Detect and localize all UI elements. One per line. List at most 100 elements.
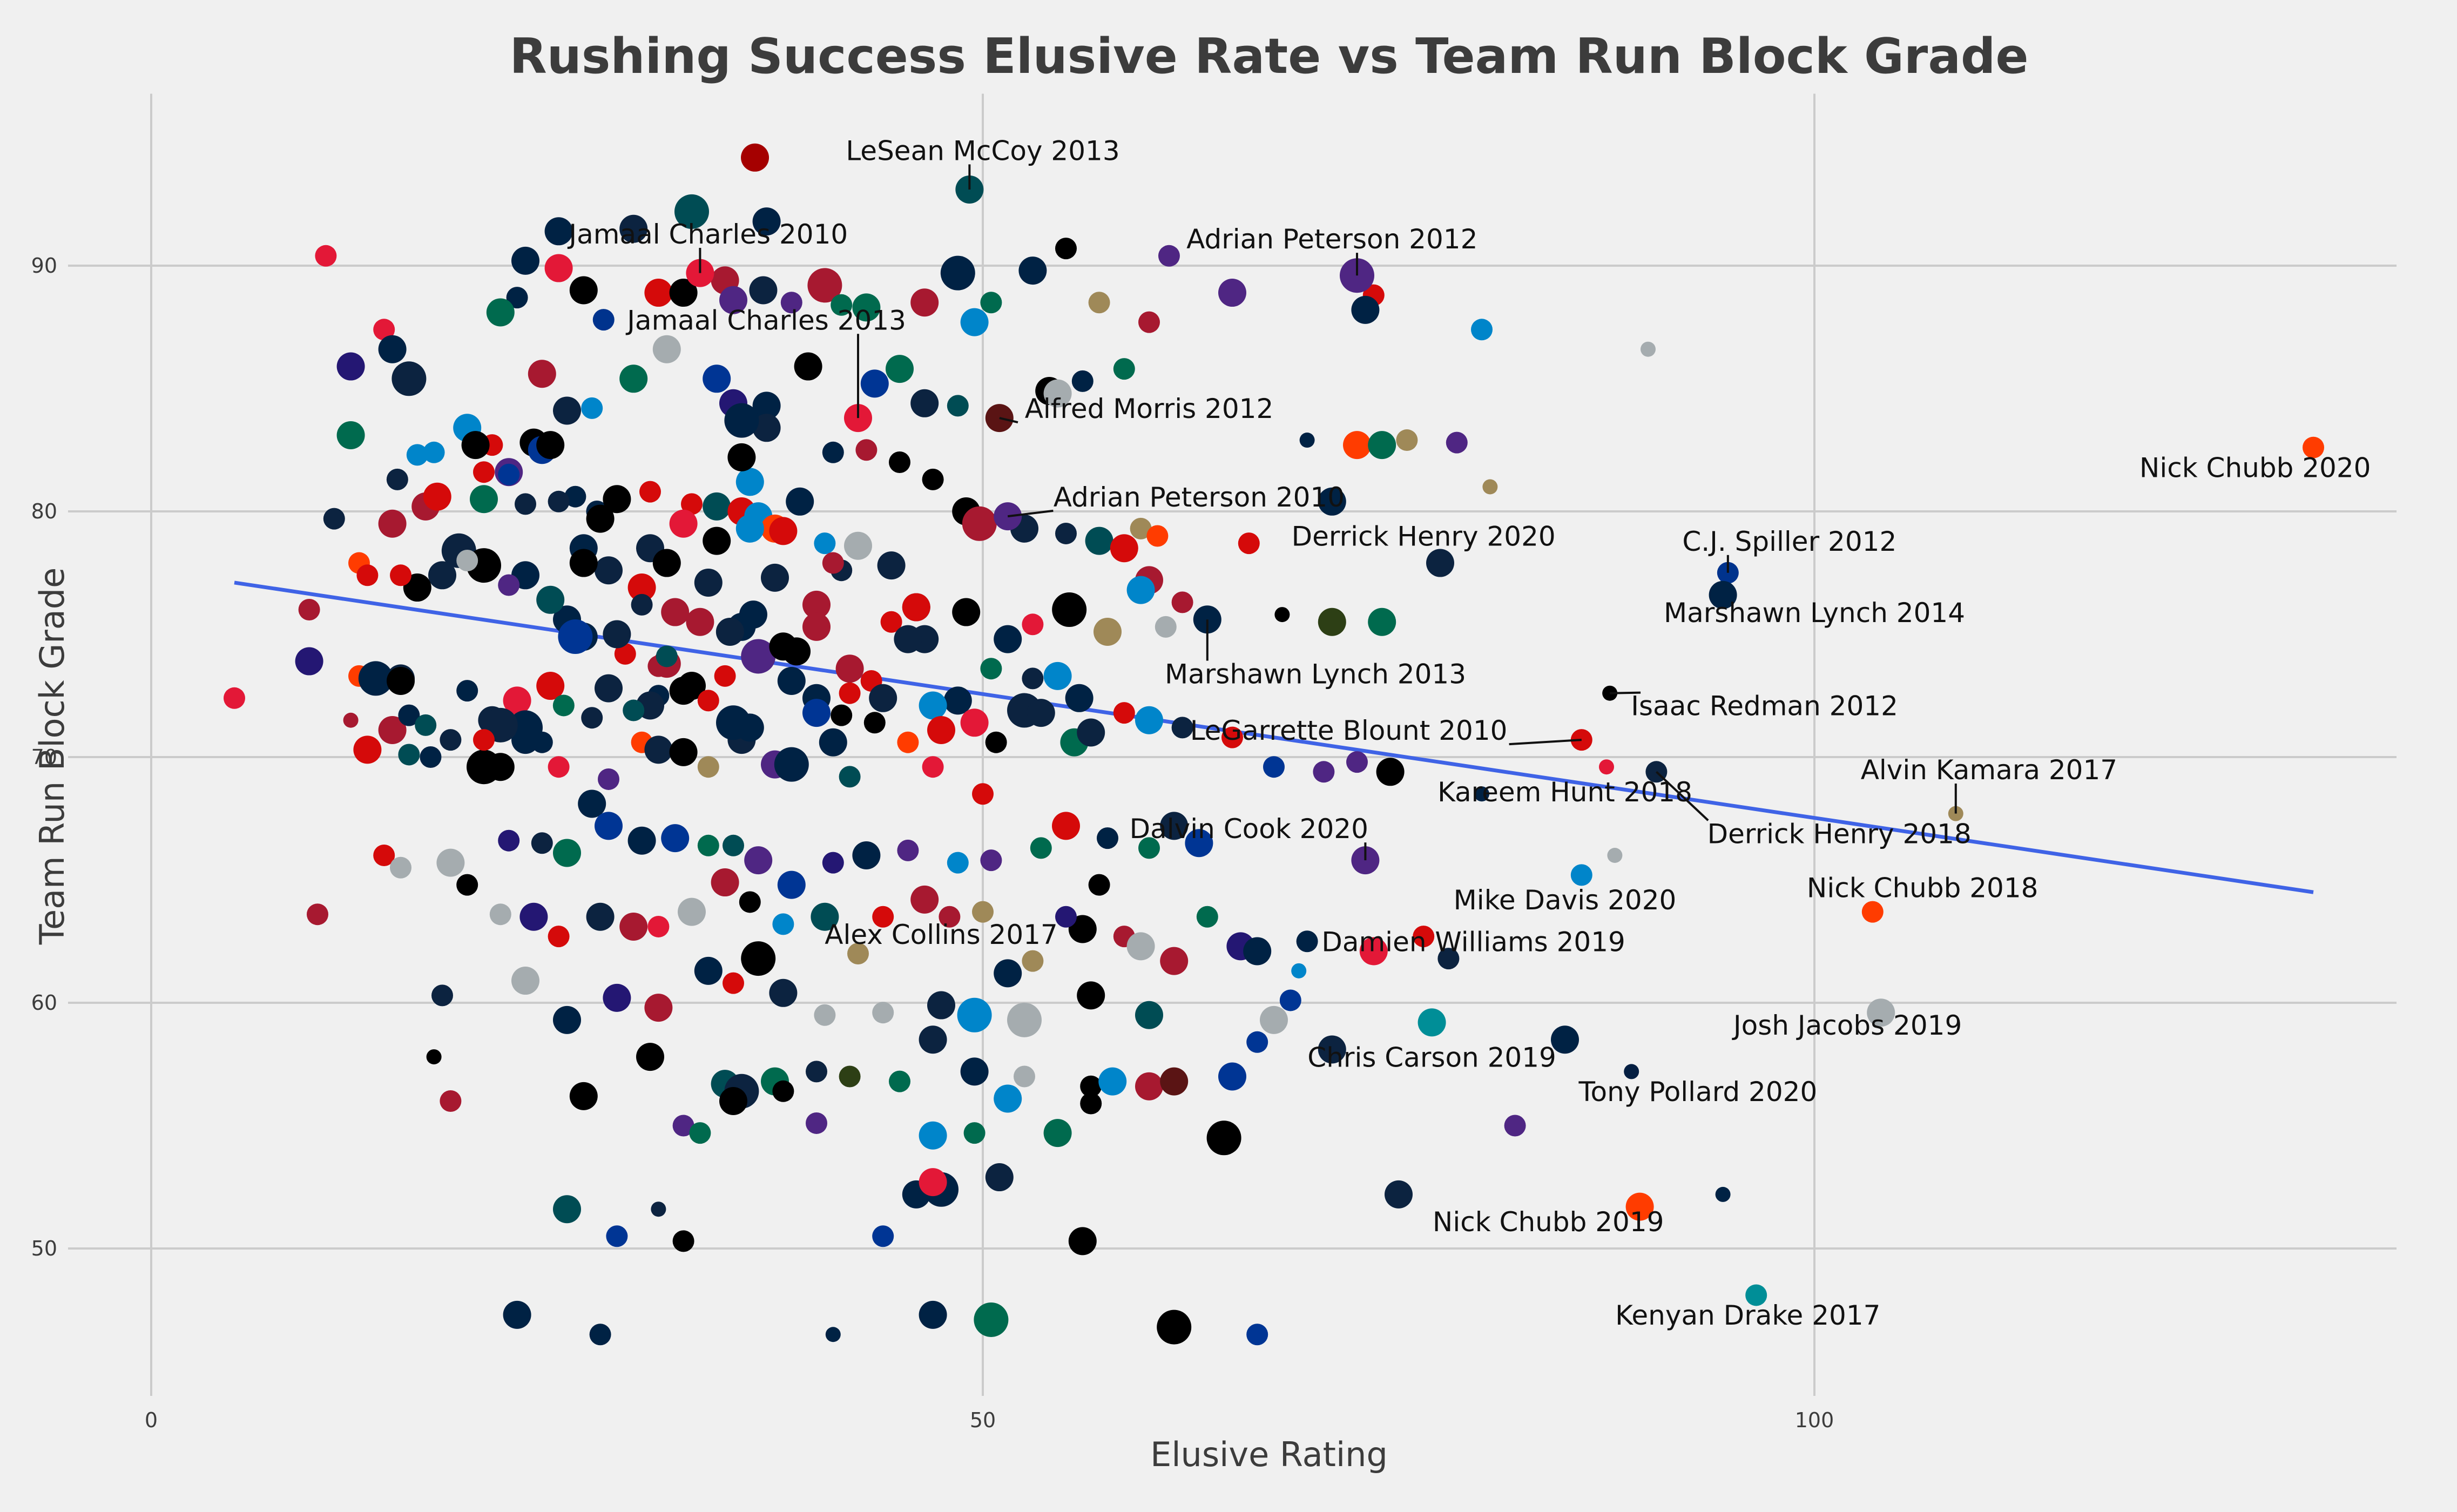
- scatter-point: [672, 1230, 694, 1252]
- scatter-point: [872, 906, 894, 928]
- scatter-point: [960, 308, 989, 336]
- labeled-point: [1359, 937, 1388, 966]
- scatter-point: [802, 612, 831, 641]
- scatter-point: [1007, 1002, 1042, 1037]
- scatter-point: [1043, 1119, 1072, 1148]
- labeled-point: [1055, 906, 1077, 928]
- scatter-point: [436, 848, 465, 877]
- scatter-point: [456, 874, 478, 896]
- scatter-point: [1160, 812, 1189, 840]
- scatter-point: [1385, 1180, 1413, 1209]
- scatter-point: [644, 735, 673, 764]
- scatter-point: [569, 1082, 598, 1110]
- labeled-point: [686, 259, 714, 287]
- scatter-point: [994, 625, 1022, 653]
- scatter-point: [1080, 1075, 1102, 1097]
- scatter-point: [1014, 1065, 1035, 1088]
- scatter-point: [689, 1122, 711, 1144]
- annotation-leader-line: [1656, 771, 1709, 821]
- scatter-point: [1077, 981, 1105, 1010]
- scatter-point: [647, 915, 670, 937]
- scatter-point: [420, 746, 442, 768]
- tick-labels: 0 50 100 50 60 70 80 90: [31, 254, 1834, 1432]
- scatter-point: [669, 738, 698, 766]
- scatter-point: [819, 728, 847, 757]
- scatter-point: [703, 526, 731, 555]
- scatter-point: [741, 639, 776, 674]
- scatter-point: [697, 834, 719, 856]
- scatter-point: [506, 287, 528, 309]
- scatter-point: [606, 1225, 628, 1247]
- scatter-point: [603, 620, 631, 649]
- scatter-point: [752, 207, 781, 236]
- scatter-point: [1313, 761, 1335, 783]
- annotation-leader-line: [1007, 509, 1054, 518]
- scatter-point: [548, 490, 570, 512]
- scatter-point: [595, 674, 623, 703]
- point-annotation-label: Alfred Morris 2012: [1025, 393, 1274, 424]
- scatter-point: [839, 1065, 861, 1088]
- scatter-point: [356, 564, 379, 586]
- scatter-point: [814, 1004, 836, 1026]
- scatter-point: [581, 707, 603, 729]
- point-annotation-label: Mike Davis 2020: [1454, 885, 1677, 916]
- scatter-point: [1446, 431, 1468, 454]
- point-annotation-label: Jamaal Charles 2010: [567, 219, 848, 250]
- scatter-point: [623, 699, 645, 721]
- scatter-point: [1098, 1067, 1127, 1096]
- scatter-point: [503, 686, 531, 715]
- y-axis-label: Team Run Block Grade: [32, 568, 72, 946]
- scatter-point: [814, 532, 836, 555]
- scatter-point: [772, 913, 794, 935]
- scatter-point: [431, 984, 453, 1007]
- scatter-point: [661, 824, 690, 853]
- scatter-point: [386, 468, 408, 490]
- scatter-point: [353, 735, 382, 764]
- scatter-point: [822, 852, 844, 874]
- scatter-point: [1130, 517, 1152, 539]
- scatter-point: [1158, 245, 1180, 267]
- scatter-point: [315, 245, 337, 267]
- labeled-point: [1599, 759, 1614, 775]
- scatter-point: [1471, 319, 1493, 341]
- point-annotation-label: Jamaal Charles 2013: [625, 305, 906, 336]
- scatter-point: [716, 705, 751, 740]
- scatter-point: [1085, 526, 1113, 555]
- scatter-point: [735, 514, 764, 543]
- scatter-point: [1027, 699, 1055, 727]
- point-annotation-label: C.J. Spiller 2012: [1682, 526, 1896, 557]
- scatter-point: [894, 625, 922, 653]
- scatter-point: [398, 744, 420, 766]
- scatter-point: [636, 1043, 664, 1071]
- labeled-point: [1624, 1064, 1639, 1079]
- scatter-point: [595, 812, 623, 840]
- scatter-point: [847, 943, 869, 964]
- scatter-point: [681, 493, 703, 515]
- y-tick-label: 70: [31, 745, 57, 769]
- annotation-leader-line: [1509, 739, 1582, 746]
- scatter-point: [1437, 948, 1460, 970]
- scatter-point: [1113, 358, 1135, 380]
- x-axis-label: Elusive Rating: [1150, 1435, 1388, 1474]
- scatter-point: [947, 395, 969, 417]
- scatter-point: [1043, 379, 1072, 408]
- scatter-point: [886, 355, 914, 383]
- scatter-point: [980, 849, 1002, 872]
- scatter-point: [703, 492, 731, 521]
- scatter-point: [415, 714, 437, 736]
- scatter-point: [769, 978, 798, 1007]
- scatter-point: [1055, 522, 1077, 544]
- point-annotation-label: LeGarrette Blount 2010: [1190, 715, 1508, 746]
- scatter-point: [470, 485, 498, 514]
- scatter-point: [652, 335, 681, 363]
- scatter-point: [1263, 756, 1285, 778]
- scatter-point: [406, 444, 428, 466]
- scatter-point: [922, 756, 944, 778]
- scatter-point: [1088, 292, 1110, 314]
- scatter-point: [910, 288, 939, 317]
- point-annotation-label: Alvin Kamara 2017: [1861, 754, 2117, 786]
- scatter-point: [1296, 930, 1318, 953]
- scatter-point: [980, 658, 1002, 680]
- scatter-point: [863, 712, 886, 734]
